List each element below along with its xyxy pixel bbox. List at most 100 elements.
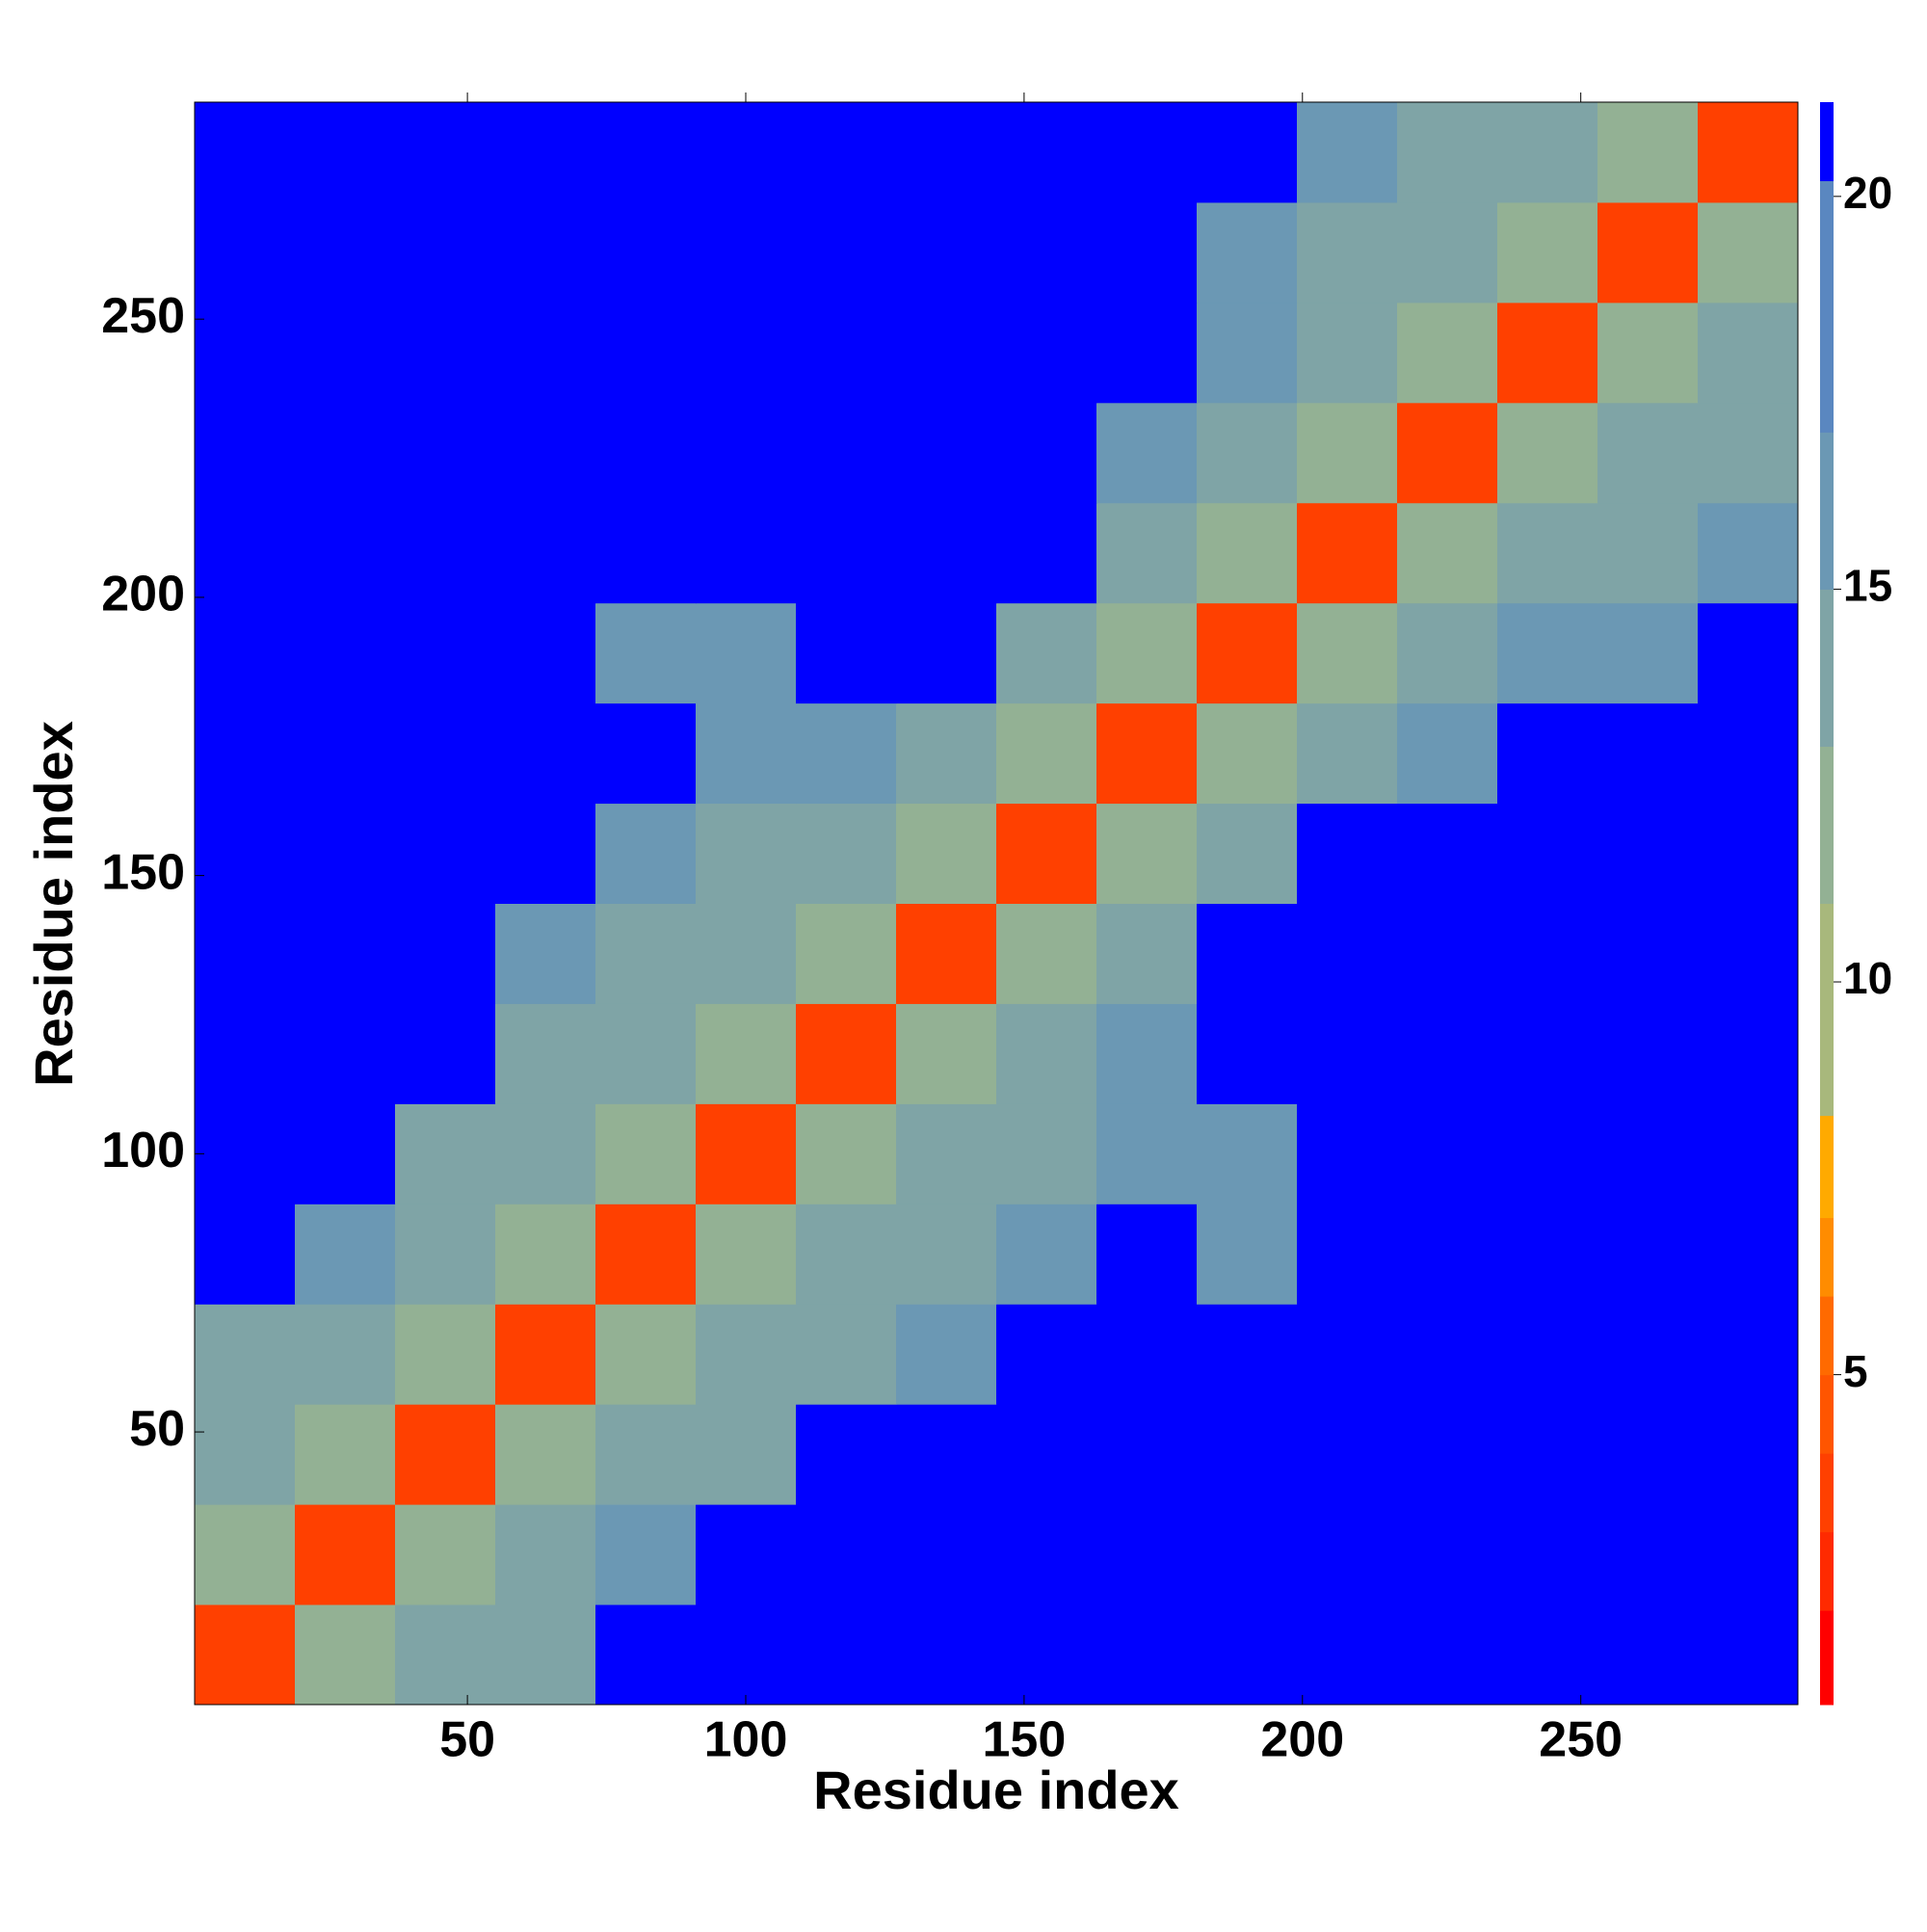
- heatmap-cell: [896, 1504, 997, 1605]
- heatmap-cell: [796, 1604, 897, 1706]
- heatmap-cell: [796, 402, 897, 504]
- heatmap-cell: [1096, 702, 1198, 805]
- heatmap-cell: [1197, 803, 1298, 904]
- colorbar-segment: [1820, 1453, 1834, 1533]
- y-tick-label: 250: [101, 288, 185, 344]
- heatmap-cell: [1497, 502, 1598, 604]
- heatmap-cell: [896, 702, 997, 805]
- heatmap-cell: [1597, 1204, 1699, 1305]
- heatmap-cell: [1698, 302, 1799, 404]
- heatmap-cell: [1297, 1504, 1398, 1605]
- heatmap-cell: [696, 702, 797, 805]
- heatmap-cell: [1297, 1103, 1398, 1204]
- heatmap-cell: [595, 1003, 697, 1104]
- heatmap-cell: [1597, 1504, 1699, 1605]
- heatmap-cell: [1497, 201, 1598, 304]
- heatmap-cell: [495, 502, 596, 604]
- y-tick-label: 200: [101, 567, 185, 622]
- heatmap-cell: [1197, 1304, 1298, 1405]
- heatmap-cell: [1197, 1204, 1298, 1305]
- heatmap-cell: [1096, 402, 1198, 504]
- heatmap-cell: [1096, 1604, 1198, 1706]
- heatmap-cell: [195, 201, 296, 304]
- heatmap-cell: [1096, 302, 1198, 404]
- heatmap-cell: [696, 1304, 797, 1405]
- heatmap-cell: [1597, 1604, 1699, 1706]
- heatmap-cell: [1698, 1204, 1799, 1305]
- heatmap-cell: [1698, 1604, 1799, 1706]
- heatmap-cell: [796, 803, 897, 904]
- heatmap-cell: [295, 201, 396, 304]
- heatmap-cell: [1698, 502, 1799, 604]
- heatmap-cell: [896, 903, 997, 1004]
- heatmap-cell: [796, 201, 897, 304]
- heatmap-cell: [195, 1404, 296, 1505]
- heatmap-cell: [595, 502, 697, 604]
- heatmap-cell: [1497, 702, 1598, 805]
- heatmap-cell: [195, 302, 296, 404]
- colorbar-tick-label: 5: [1843, 1346, 1868, 1396]
- colorbar-segment: [1820, 1610, 1834, 1706]
- heatmap-cell: [1096, 1103, 1198, 1204]
- heatmap-cell: [595, 302, 697, 404]
- heatmap-cell: [1698, 702, 1799, 805]
- x-tick-label: 250: [1539, 1712, 1623, 1768]
- heatmap-cell: [295, 1003, 396, 1104]
- heatmap-cell: [1497, 1204, 1598, 1305]
- heatmap-cell: [295, 803, 396, 904]
- heatmap-cell: [1297, 1304, 1398, 1405]
- heatmap-cell: [1397, 602, 1498, 704]
- heatmap-cell: [295, 702, 396, 805]
- heatmap-cell: [996, 903, 1097, 1004]
- heatmap-cell: [495, 201, 596, 304]
- heatmap-cell: [1597, 1103, 1699, 1204]
- heatmap-cell: [195, 1103, 296, 1204]
- heatmap-cell: [595, 1103, 697, 1204]
- heatmap-cell: [696, 201, 797, 304]
- heatmap-cell: [1297, 502, 1398, 604]
- heatmap-cell: [1397, 1604, 1498, 1706]
- heatmap-cell: [696, 1404, 797, 1505]
- heatmap-cell: [1698, 903, 1799, 1004]
- y-tick-label: 100: [101, 1123, 185, 1178]
- heatmap-cell: [595, 1304, 697, 1405]
- heatmap-cell: [395, 201, 496, 304]
- heatmap-cell: [1297, 201, 1398, 304]
- heatmap-cell: [395, 402, 496, 504]
- heatmap-cell: [295, 1304, 396, 1405]
- heatmap-cell: [996, 502, 1097, 604]
- heatmap-cell: [595, 1604, 697, 1706]
- heatmap-cell: [1597, 102, 1699, 203]
- colorbar-segment: [1820, 1115, 1834, 1219]
- heatmap-cell: [1597, 1404, 1699, 1505]
- heatmap-cell: [1497, 1003, 1598, 1104]
- heatmap-cell: [395, 1504, 496, 1605]
- heatmap-cell: [1096, 1204, 1198, 1305]
- x-tick-label: 150: [983, 1712, 1067, 1768]
- heatmap-cell: [1197, 1003, 1298, 1104]
- heatmap-cell: [896, 1404, 997, 1505]
- heatmap-cell: [996, 602, 1097, 704]
- heatmap-cell: [1597, 201, 1699, 304]
- heatmap-cell: [195, 1604, 296, 1706]
- heatmap-cell: [1397, 702, 1498, 805]
- y-tick-label: 50: [129, 1401, 185, 1457]
- heatmap-cell: [796, 502, 897, 604]
- heatmap-cell: [1297, 402, 1398, 504]
- heatmap-cell: [696, 402, 797, 504]
- heatmap-cell: [495, 803, 596, 904]
- heatmap-cell: [796, 602, 897, 704]
- heatmap-cell: [1297, 1604, 1398, 1706]
- heatmap-cell: [996, 803, 1097, 904]
- heatmap-cell: [495, 1003, 596, 1104]
- heatmap-cell: [896, 1304, 997, 1405]
- heatmap-cell: [1397, 102, 1498, 203]
- heatmap-cell: [696, 1003, 797, 1104]
- heatmap-cell: [1497, 1304, 1598, 1405]
- heatmap-cell: [896, 1003, 997, 1104]
- heatmap-cell: [796, 1304, 897, 1405]
- colorbar-tick-label: 10: [1843, 953, 1892, 1003]
- heatmap-cell: [1698, 102, 1799, 203]
- heatmap-cell: [796, 302, 897, 404]
